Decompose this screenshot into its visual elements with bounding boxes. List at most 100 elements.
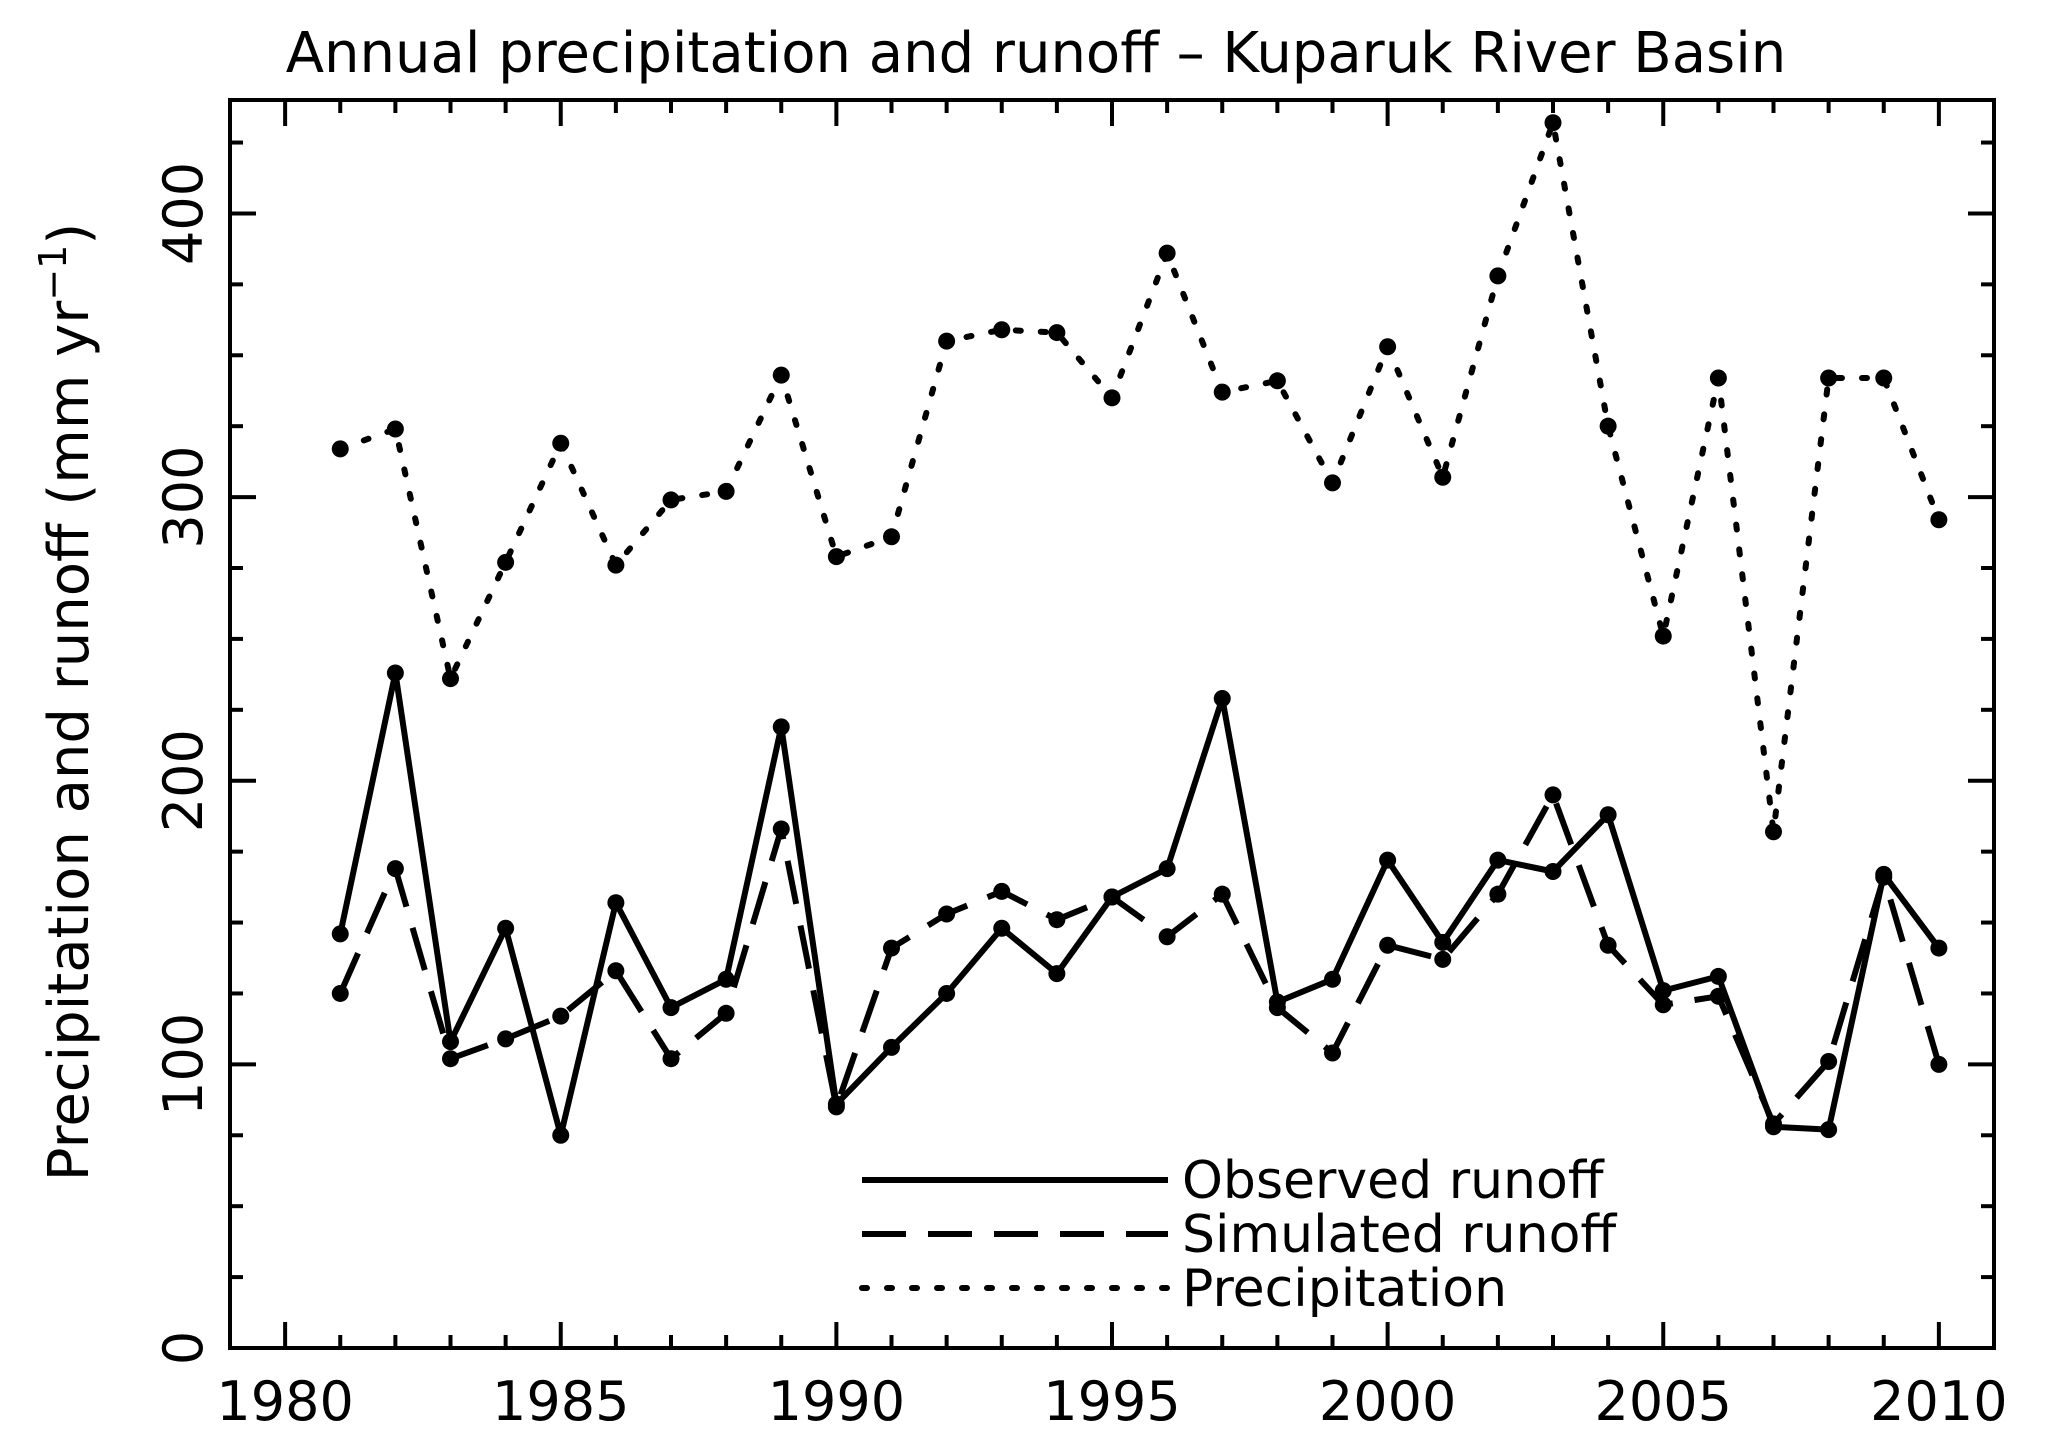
simulated-runoff-point — [1709, 987, 1727, 1005]
simulated-runoff-point — [1158, 928, 1176, 946]
observed-runoff-point — [993, 919, 1011, 937]
observed-runoff-point — [331, 925, 349, 943]
observed-runoff-point — [386, 664, 404, 682]
observed-runoff-point — [1048, 965, 1066, 983]
observed-runoff-point — [1213, 689, 1231, 707]
precipitation-point — [827, 548, 845, 566]
observed-runoff-point — [552, 1126, 570, 1144]
observed-runoff-point — [497, 919, 515, 937]
simulated-runoff-point — [938, 905, 956, 923]
x-tick-label: 1985 — [492, 1370, 629, 1433]
precipitation-point — [662, 491, 680, 509]
simulated-runoff-point — [1268, 999, 1286, 1017]
precipitation-point — [1875, 369, 1893, 387]
precipitation-point — [1268, 372, 1286, 390]
simulated-runoff-point — [1654, 996, 1672, 1014]
simulated-runoff-line — [337, 791, 1942, 1127]
precipitation-point — [1324, 474, 1341, 492]
y-tick-label: 300 — [152, 446, 215, 549]
x-tick-label: 1990 — [768, 1370, 905, 1433]
series-layer — [331, 114, 1948, 1144]
observed-runoff-point — [938, 984, 956, 1002]
simulated-runoff-point — [607, 962, 625, 980]
observed-runoff-point — [1820, 1121, 1838, 1139]
observed-runoff-point — [662, 999, 680, 1017]
simulated-runoff-point — [717, 1004, 735, 1022]
observed-runoff-point — [1158, 860, 1176, 878]
simulated-runoff-point — [1324, 1044, 1341, 1062]
observed-runoff-point — [1489, 851, 1507, 869]
precipitation-point — [607, 556, 625, 574]
axis-ticks: 1980 1985 1990 1995 2000 2005 2010 0 100 200 300 40… — [152, 100, 2008, 1433]
precipitation-point — [717, 482, 735, 500]
y-axis-label-main: Precipitation and runoff (mm yr — [37, 300, 102, 1182]
precipitation-point — [1765, 823, 1782, 841]
y-axis-label-close: ) — [37, 223, 102, 245]
simulated-runoff-point — [386, 860, 404, 878]
precipitation-point — [442, 670, 459, 688]
simulated-runoff-point — [1599, 936, 1617, 954]
precipitation-point — [1709, 369, 1727, 387]
precipitation-line — [337, 119, 1942, 835]
precipitation-point — [331, 440, 349, 458]
y-tick-label: 0 — [152, 1331, 215, 1365]
observed-runoff-point — [1544, 862, 1562, 880]
series-precipitation — [331, 114, 1948, 841]
observed-runoff-point — [883, 1038, 900, 1056]
precipitation-point — [1158, 244, 1176, 262]
simulated-runoff-point — [552, 1007, 570, 1025]
simulated-runoff-point — [331, 984, 349, 1002]
simulated-runoff-point — [1544, 786, 1562, 804]
precipitation-point — [1489, 267, 1507, 285]
x-tick-label: 1980 — [216, 1370, 353, 1433]
precipitation-point — [883, 528, 900, 546]
precipitation-point — [993, 321, 1011, 339]
simulated-runoff-point — [1489, 885, 1507, 903]
legend-label-precipitation: Precipitation — [1182, 1259, 1507, 1319]
simulated-runoff-point — [1434, 950, 1452, 968]
precipitation-point — [497, 553, 515, 571]
simulated-runoff-point — [1765, 1115, 1782, 1133]
x-tick-label: 2010 — [1870, 1370, 2007, 1433]
simulated-runoff-point — [1103, 888, 1121, 906]
observed-runoff-point — [442, 1033, 459, 1051]
precipitation-point — [1544, 114, 1562, 132]
y-axis-label-superscript: −1 — [31, 245, 75, 301]
chart-title: Annual precipitation and runoff – Kuparu… — [286, 21, 1787, 86]
simulated-runoff-point — [993, 882, 1011, 900]
x-tick-label: 2005 — [1595, 1370, 1732, 1433]
observed-runoff-point — [1709, 967, 1727, 985]
precipitation-point — [1048, 324, 1066, 342]
precipitation-point — [1820, 369, 1838, 387]
precipitation-point — [552, 434, 570, 452]
observed-runoff-point — [1379, 851, 1397, 869]
simulated-runoff-point — [1213, 885, 1231, 903]
observed-runoff-line — [337, 669, 1942, 1139]
simulated-runoff-point — [662, 1050, 680, 1068]
precipitation-point — [386, 420, 404, 438]
precipitation-point — [1654, 627, 1672, 645]
legend-label-simulated-runoff: Simulated runoff — [1182, 1205, 1617, 1265]
legend-label-observed-runoff: Observed runoff — [1182, 1151, 1605, 1211]
y-tick-label: 200 — [152, 729, 215, 832]
precipitation-point — [1379, 338, 1397, 356]
observed-runoff-point — [1599, 806, 1617, 824]
precipitation-point — [1434, 468, 1452, 486]
plot-frame — [228, 98, 1996, 1350]
simulated-runoff-point — [883, 939, 900, 957]
simulated-runoff-point — [1875, 868, 1893, 886]
simulated-runoff-point — [442, 1050, 459, 1068]
simulated-runoff-point — [1048, 911, 1066, 929]
precipitation-point — [772, 366, 790, 384]
x-tick-label: 2000 — [1319, 1370, 1456, 1433]
y-axis-label: Precipitation and runoff (mm yr−1) — [31, 223, 102, 1181]
series-observed-runoff — [331, 664, 1948, 1144]
observed-runoff-point — [1434, 933, 1452, 951]
x-tick-label: 1995 — [1043, 1370, 1180, 1433]
observed-runoff-point — [1930, 939, 1948, 957]
precipitation-point — [1599, 417, 1617, 435]
y-tick-label: 100 — [152, 1013, 215, 1116]
observed-runoff-point — [1324, 970, 1341, 988]
